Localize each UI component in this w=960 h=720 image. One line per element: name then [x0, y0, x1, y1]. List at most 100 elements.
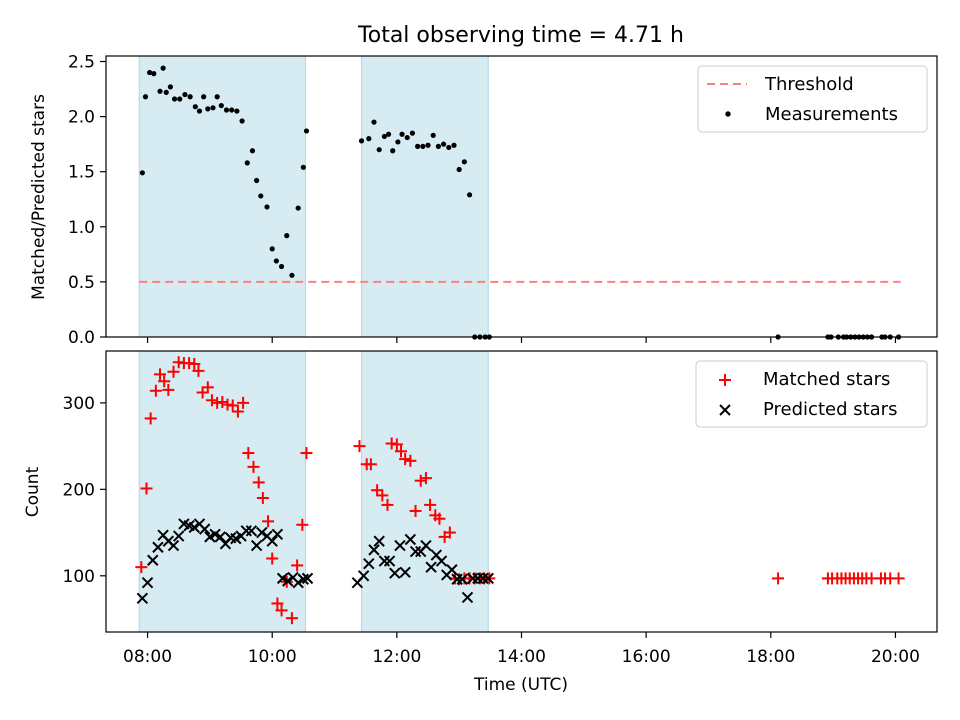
bottom-legend: Matched stars Predicted stars	[695, 360, 928, 428]
predicted-star-point	[357, 570, 370, 582]
measurement-point	[376, 147, 382, 153]
x-tick-label: 16:00	[622, 647, 671, 667]
measurement-point	[430, 132, 436, 138]
measurement-point	[196, 108, 203, 114]
measurement-point	[366, 136, 372, 142]
measurements-legend-label: Measurements	[765, 104, 898, 125]
threshold-legend-label: Threshold	[764, 74, 854, 95]
top-legend-box	[697, 65, 928, 133]
chart-title: Total observing time = 4.71 h	[357, 23, 684, 48]
matched-star-point	[395, 445, 408, 458]
measurement-point	[157, 88, 163, 94]
predicted-star-point	[245, 525, 258, 537]
matched-star-point	[140, 482, 153, 495]
measurement-point	[273, 258, 279, 264]
measurement-point	[147, 69, 153, 76]
measurement-point	[254, 177, 260, 184]
matched-star-point	[271, 597, 284, 610]
matched-star-point	[226, 399, 239, 412]
bottom-shaded-interval	[138, 350, 306, 633]
measurement-point	[451, 142, 457, 148]
matched-star-point	[201, 381, 214, 394]
matched-star-point	[381, 498, 394, 511]
predicted-star-point	[472, 572, 484, 585]
measurement-point	[446, 144, 452, 151]
measurement-point	[239, 118, 245, 124]
measurement-point	[300, 164, 306, 170]
matched-star-point	[262, 515, 275, 528]
predicted-star-point	[399, 566, 411, 579]
top-shaded-intervals	[138, 55, 489, 338]
measurement-point	[409, 130, 416, 136]
measurement-point	[139, 170, 145, 176]
predicted-star-point	[461, 591, 474, 604]
matched-star-point	[167, 365, 180, 378]
matched-star-point	[252, 476, 265, 489]
matched-star-point	[364, 458, 377, 471]
matched-star-point	[242, 447, 255, 460]
matched-star-point	[424, 498, 437, 511]
x-tick-label: 12:00	[372, 647, 421, 667]
predicted-star-point	[389, 567, 401, 579]
predicted-star-point	[152, 541, 164, 553]
matched-star-point	[300, 447, 313, 460]
top-y-tick-label: 0.5	[68, 273, 95, 293]
top-y-tick-label: 2.5	[68, 53, 95, 73]
predicted-star-point	[383, 555, 396, 567]
top-y-ticks: 0.0 0.5 1.0 1.5 2.0 2.5	[68, 53, 106, 348]
matched-star-point	[390, 438, 403, 451]
top-y-axis-label: Matched/Predicted stars	[29, 94, 49, 300]
top-shaded-interval	[138, 55, 306, 338]
measurements-legend-swatch	[725, 111, 731, 117]
measurement-point	[295, 205, 301, 211]
top-x-ticks	[146, 337, 897, 343]
measurement-point	[399, 131, 405, 137]
matched-legend-label: Matched stars	[763, 369, 890, 390]
matched-star-point	[296, 518, 309, 531]
measurement-point	[218, 102, 224, 109]
measurement-point	[258, 193, 264, 199]
predicted-legend-label: Predicted stars	[763, 399, 897, 420]
bottom-y-tick-label: 300	[63, 394, 95, 414]
measurement-point	[171, 96, 178, 102]
bottom-y-tick-label: 100	[63, 567, 95, 587]
matched-star-point	[158, 375, 171, 388]
predicted-star-point	[409, 545, 422, 558]
measurement-point	[358, 138, 365, 144]
bottom-shaded-intervals	[138, 350, 489, 633]
measurement-point	[289, 272, 295, 278]
measurement-point	[192, 104, 198, 110]
predicted-star-point	[394, 539, 406, 552]
predicted-star-point	[466, 572, 479, 585]
measurement-point	[160, 65, 166, 71]
top-legend: Threshold Measurements	[697, 65, 928, 133]
matched-star-point	[247, 460, 260, 473]
predicted-star-point	[250, 539, 263, 552]
matched-legend-swatch	[719, 374, 731, 386]
measurement-point	[404, 134, 410, 141]
bottom-legend-box	[695, 360, 928, 428]
measurement-point	[303, 128, 310, 134]
bottom-y-ticks: 100 200 300	[63, 394, 106, 587]
matched-star-point	[353, 440, 366, 453]
predicted-star-point	[378, 555, 391, 567]
predicted-star-point	[456, 573, 468, 585]
measurement-point	[210, 105, 216, 111]
measurement-point	[461, 159, 467, 165]
matched-star-point	[371, 484, 384, 497]
matched-star-point	[237, 396, 250, 409]
matched-star-point	[404, 454, 417, 467]
x-tick-label: 14:00	[497, 647, 546, 667]
measurement-point	[395, 139, 401, 145]
matched-star-point	[266, 552, 279, 565]
x-tick-label: 20:00	[871, 647, 920, 667]
predicted-star-point	[301, 572, 314, 585]
measurement-point	[201, 94, 207, 100]
measurement-point	[182, 91, 188, 98]
matched-star-point	[216, 396, 229, 409]
measurement-point	[371, 119, 377, 125]
measurement-point	[440, 141, 447, 147]
matched-star-point	[399, 453, 412, 466]
predicted-star-point	[240, 525, 252, 537]
predicted-star-point	[214, 531, 226, 543]
